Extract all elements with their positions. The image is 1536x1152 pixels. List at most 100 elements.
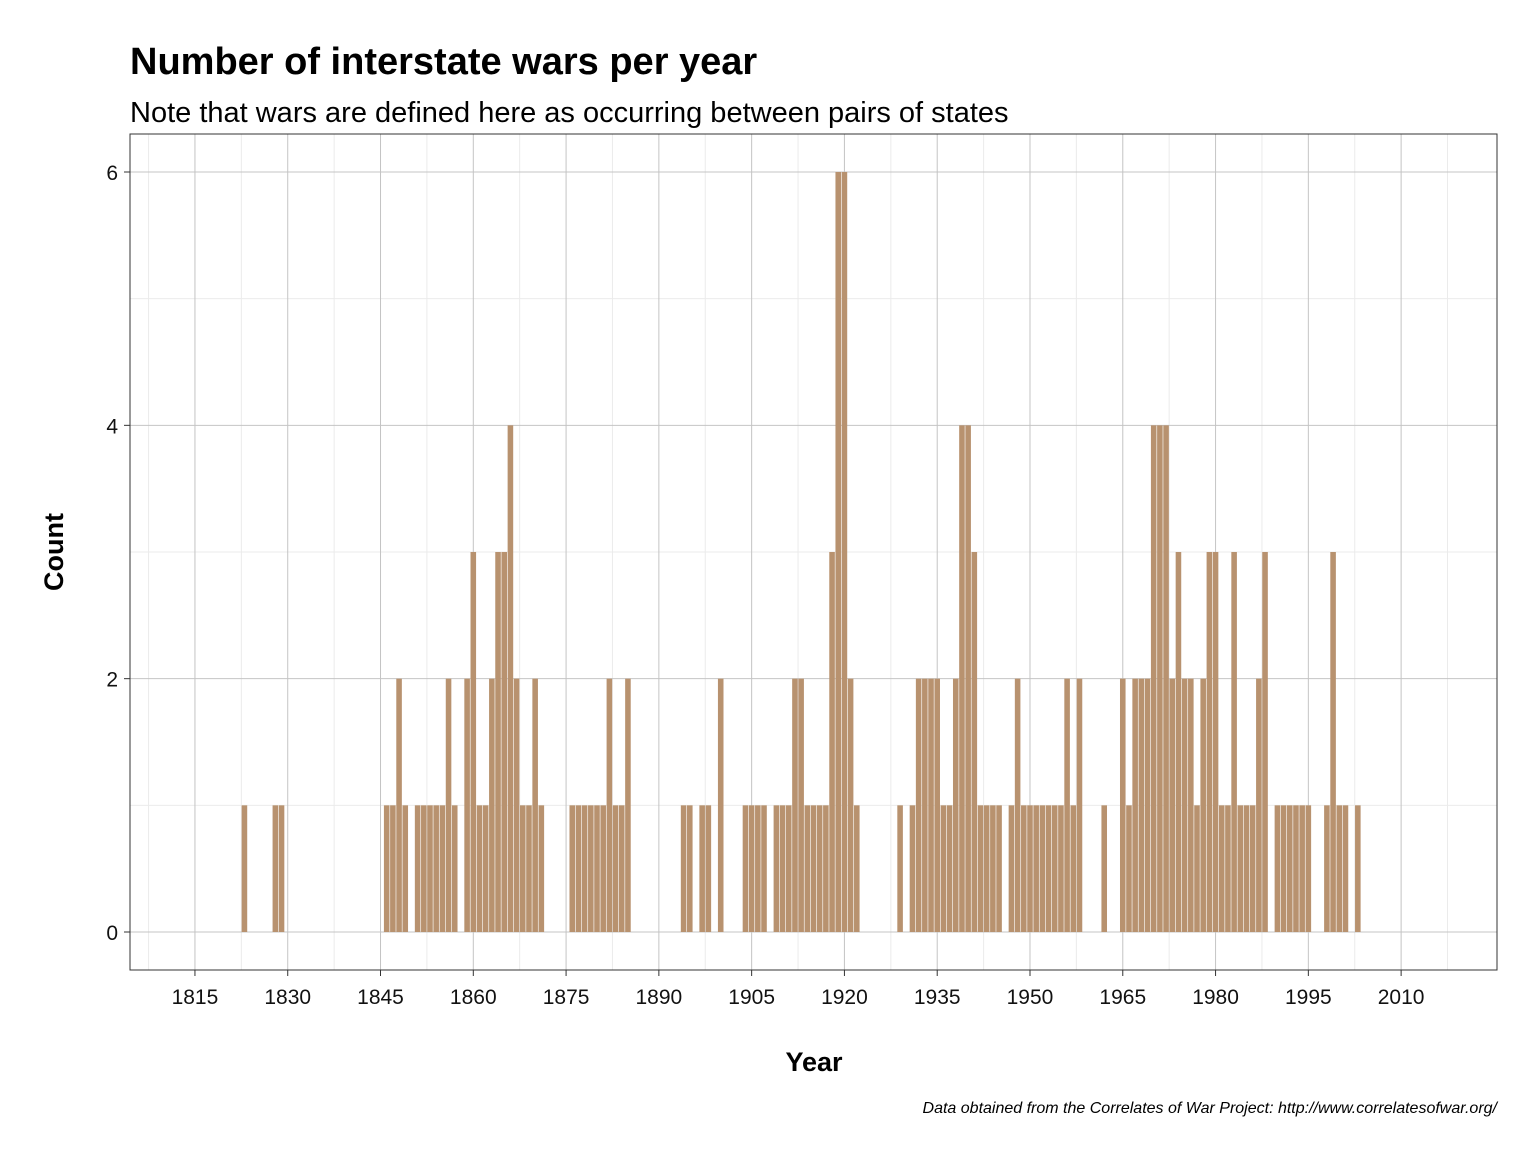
bar (1058, 805, 1064, 932)
bar (1051, 805, 1058, 932)
bar (977, 805, 984, 932)
bar (1200, 678, 1206, 932)
bar (1008, 805, 1015, 932)
bar (421, 805, 427, 932)
bar (1027, 805, 1033, 932)
bar (482, 805, 489, 932)
y-axis: 0 2 4 6 (106, 162, 130, 945)
bar (1119, 678, 1126, 932)
y-tick-label: 2 (106, 669, 118, 692)
bar (1274, 805, 1281, 932)
bar (742, 805, 749, 932)
x-axis-title: Year (785, 1047, 843, 1077)
bar (1225, 805, 1231, 932)
bar (934, 678, 940, 932)
bar (946, 805, 953, 932)
bar (1039, 805, 1046, 932)
x-axis: 1815 1830 1845 1860 1875 1890 1905 1920 1935 1950… (172, 970, 1425, 1009)
bar (928, 678, 934, 932)
bar (959, 425, 965, 932)
x-tick-label: 1845 (357, 986, 404, 1009)
bar (1287, 805, 1293, 932)
bar (1175, 552, 1182, 932)
bar (1280, 805, 1287, 932)
bar (761, 805, 767, 932)
bar (476, 805, 483, 932)
bar (581, 805, 588, 932)
bar (272, 805, 279, 932)
x-tick-label: 1875 (543, 986, 590, 1009)
bar (841, 172, 848, 932)
bar (1138, 678, 1145, 932)
bar (1206, 552, 1213, 932)
bar (278, 805, 285, 932)
bar (1045, 805, 1052, 932)
chart-title: Number of interstate wars per year (130, 41, 757, 83)
bar (755, 805, 761, 932)
bar (1237, 805, 1244, 932)
bar (952, 678, 959, 932)
bar (390, 805, 396, 932)
bar (519, 805, 526, 932)
bar (965, 425, 971, 932)
bar (1076, 678, 1083, 932)
bar (996, 805, 1002, 932)
bar (823, 805, 829, 932)
bar (1188, 678, 1194, 932)
bar (606, 678, 613, 932)
x-tick-label: 1890 (636, 986, 683, 1009)
bar (779, 805, 786, 932)
bar (897, 805, 903, 932)
bar (915, 678, 922, 932)
bar (1330, 552, 1336, 932)
bar (538, 805, 545, 932)
bar (1194, 805, 1200, 932)
bar (1299, 805, 1305, 932)
x-tick-label: 1980 (1192, 986, 1239, 1009)
bar (451, 805, 458, 932)
bar (680, 805, 687, 932)
x-tick-label: 1965 (1099, 986, 1146, 1009)
bar (1293, 805, 1299, 932)
bar (1181, 678, 1188, 932)
bar (507, 425, 514, 932)
bar (990, 805, 996, 932)
bar (1305, 805, 1312, 932)
chart-caption: Data obtained from the Correlates of War… (923, 1100, 1499, 1117)
bar (1163, 425, 1169, 932)
bar (705, 805, 712, 932)
bar (600, 805, 606, 932)
x-tick-label: 1830 (264, 986, 311, 1009)
bar (1231, 552, 1237, 932)
bar (816, 805, 823, 932)
bar (922, 678, 928, 932)
bar (687, 805, 693, 932)
x-tick-label: 1920 (821, 986, 868, 1009)
bar (1101, 805, 1108, 932)
bar (1218, 805, 1225, 932)
bar (625, 678, 631, 932)
chart-subtitle: Note that wars are defined here as occur… (130, 97, 1009, 129)
bar (804, 805, 811, 932)
bar (575, 805, 582, 932)
bar (1336, 805, 1343, 932)
bar (773, 805, 780, 932)
bar (1014, 678, 1021, 932)
bar (569, 805, 576, 932)
bar (1033, 805, 1039, 932)
bar (433, 805, 439, 932)
bar (594, 805, 600, 932)
bar (1342, 805, 1349, 932)
bar (396, 678, 402, 932)
bar (1324, 805, 1330, 932)
bar (495, 552, 501, 932)
bar (464, 678, 470, 932)
bar (1157, 425, 1163, 932)
bar (470, 552, 477, 932)
x-tick-label: 2010 (1378, 986, 1425, 1009)
bar (1243, 805, 1250, 932)
bar (835, 172, 842, 932)
bar (971, 552, 978, 932)
bar (1355, 805, 1361, 932)
bar (501, 552, 508, 932)
